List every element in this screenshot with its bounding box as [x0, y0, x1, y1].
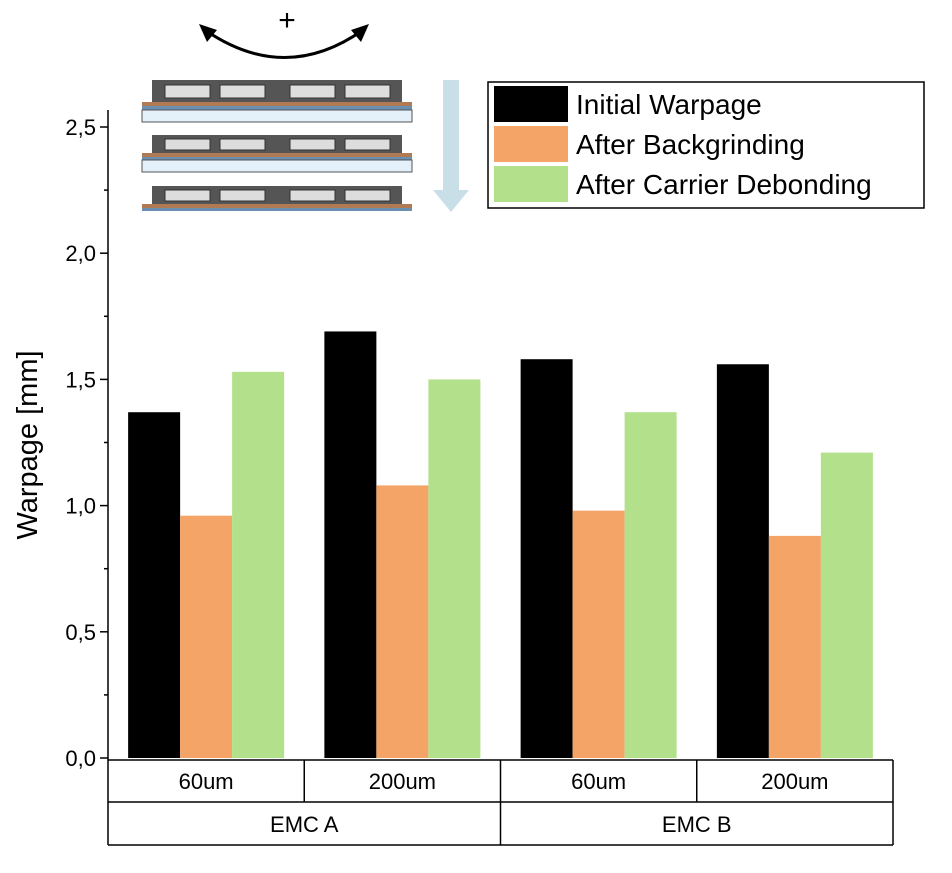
- y-axis-label: Warpage [mm]: [12, 350, 44, 539]
- arrowhead-left-icon: [199, 24, 217, 42]
- y-axis: 0,0 0,5 1,0 1,5 2,0 2,5: [65, 110, 109, 771]
- bar-after-backgrinding: [180, 515, 233, 758]
- bar-initial-warpage: [520, 359, 573, 758]
- x-category-label: 60um: [571, 769, 626, 794]
- legend-swatch: [494, 86, 568, 122]
- bar-after-carrier-debonding: [428, 379, 481, 758]
- y-tick-label: 2,5: [65, 115, 96, 140]
- package-stack-3: [142, 186, 412, 211]
- category-table: 60um 200um 60um 200um EMC A EMC B: [107, 759, 894, 846]
- y-tick-label: 0,5: [65, 620, 96, 645]
- process-down-arrow-icon: [433, 80, 469, 212]
- package-stack-2: [141, 135, 413, 173]
- bar-initial-warpage: [716, 364, 769, 758]
- y-tick-label: 0,0: [65, 746, 96, 771]
- bar-initial-warpage: [128, 412, 181, 758]
- x-category-label: 200um: [761, 769, 828, 794]
- y-tick-label: 1,0: [65, 494, 96, 519]
- legend: Initial Warpage After Backgrinding After C…: [487, 81, 925, 209]
- legend-label: After Backgrinding: [576, 129, 805, 160]
- bar-after-backgrinding: [768, 535, 821, 758]
- x-category-label: 200um: [369, 769, 436, 794]
- bar-after-carrier-debonding: [232, 371, 285, 758]
- x-category-label: 60um: [179, 769, 234, 794]
- legend-swatch: [494, 126, 568, 162]
- inset-illustration: +: [141, 4, 469, 212]
- arrowhead-right-icon: [351, 24, 369, 42]
- legend-label: Initial Warpage: [576, 89, 762, 120]
- bar-after-backgrinding: [572, 510, 625, 758]
- legend-swatch: [494, 166, 568, 202]
- x-group-label: EMC B: [662, 812, 732, 837]
- bars-group: [128, 331, 873, 758]
- rotation-sign: +: [278, 4, 296, 37]
- bar-after-backgrinding: [376, 485, 429, 758]
- bar-after-carrier-debonding: [820, 452, 873, 758]
- bar-initial-warpage: [324, 331, 377, 758]
- y-tick-label: 1,5: [65, 367, 96, 392]
- y-tick-label: 2,0: [65, 241, 96, 266]
- legend-label: After Carrier Debonding: [576, 169, 872, 200]
- package-stack-1: [141, 80, 413, 123]
- rotation-arrow-icon: [204, 28, 364, 59]
- bar-after-carrier-debonding: [624, 412, 677, 758]
- x-group-label: EMC A: [270, 812, 339, 837]
